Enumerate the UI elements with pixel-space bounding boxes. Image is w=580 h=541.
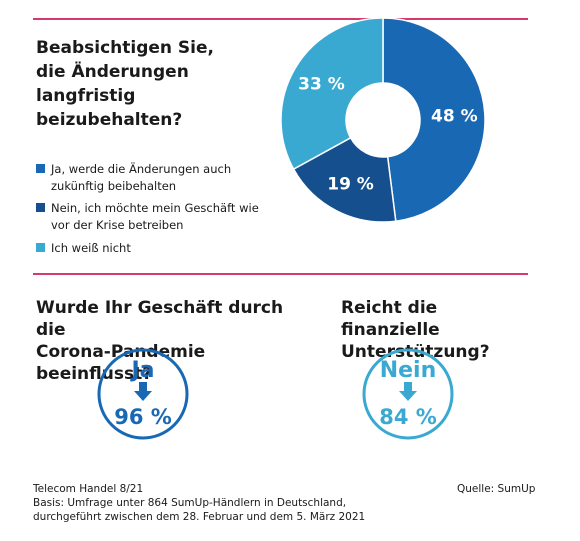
donut-labels: 48 % 19 % 33 % xyxy=(298,75,478,195)
legend-swatch-ja xyxy=(36,164,45,173)
down-arrow-icon xyxy=(134,382,152,401)
affected-answer-percent: 96 % xyxy=(114,405,172,429)
legend-item-nein: Nein, ich möchte mein Geschäft wie vor d… xyxy=(36,200,266,234)
legend-swatch-nein xyxy=(36,203,45,212)
legend-label-ja: Ja, werde die Änderungen auch zukünftig … xyxy=(51,162,232,193)
legend-item-weiss-nicht: Ich weiß nicht xyxy=(36,240,266,257)
legend-item-ja: Ja, werde die Änderungen auch zukünftig … xyxy=(36,161,266,195)
support-answer-word: Nein xyxy=(380,358,437,383)
affected-ring-circle xyxy=(97,348,189,440)
donut-label-ja: 48 % xyxy=(431,107,478,127)
affected-answer-word: Ja xyxy=(129,358,154,383)
footer-source: Quelle: SumUp xyxy=(457,483,536,495)
donut-slice-nein xyxy=(292,136,397,223)
support-answer-ring: Nein 84 % xyxy=(362,348,454,440)
affected-question-title: Wurde Ihr Geschäft durch die Corona-Pand… xyxy=(36,298,284,384)
donut-label-nein: 19 % xyxy=(327,175,374,195)
legend-swatch-weiss-nicht xyxy=(36,243,45,252)
donut-slice-ja xyxy=(382,17,486,223)
donut-question-title: Beabsichtigen Sie, die Änderungen langfr… xyxy=(36,38,214,130)
footer-source-note: Telecom Handel 8/21 Basis: Umfrage unter… xyxy=(33,483,366,523)
donut-slice-weiss-nicht xyxy=(280,17,384,171)
support-answer-percent: 84 % xyxy=(379,405,437,429)
legend-label-nein: Nein, ich möchte mein Geschäft wie vor d… xyxy=(51,201,259,232)
donut-slices xyxy=(280,17,486,223)
down-arrow-icon xyxy=(399,382,417,401)
top-divider xyxy=(33,18,528,20)
middle-divider xyxy=(33,273,528,275)
legend-label-weiss-nicht: Ich weiß nicht xyxy=(51,241,131,255)
affected-answer-ring: Ja 96 % xyxy=(97,348,189,440)
donut-chart: 48 % 19 % 33 % xyxy=(280,17,486,223)
support-ring-circle xyxy=(362,348,454,440)
donut-label-weiss-nicht: 33 % xyxy=(298,75,345,95)
